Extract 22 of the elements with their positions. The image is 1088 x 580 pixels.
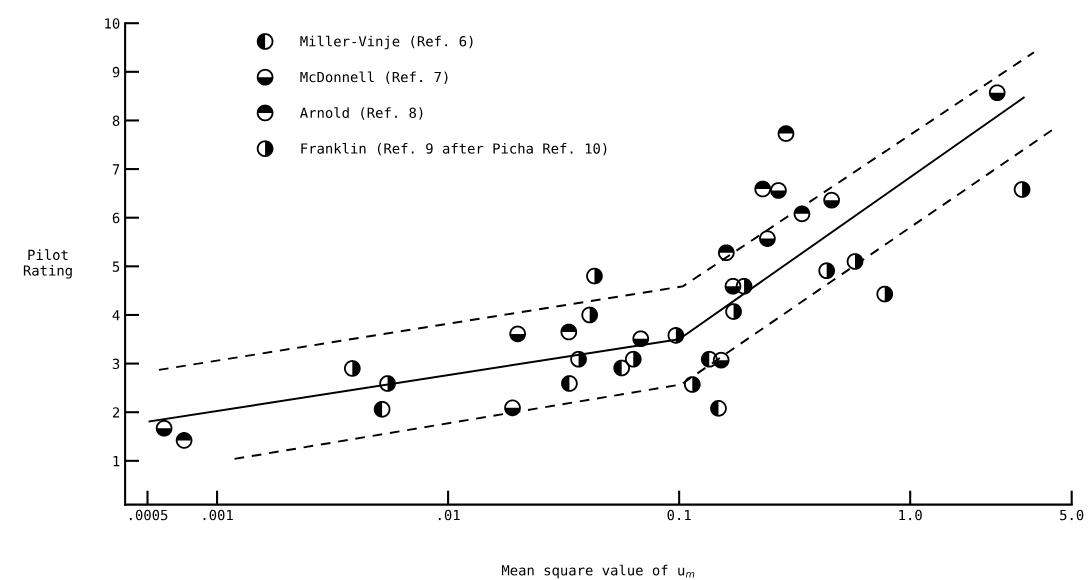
y-tick-label: 3 xyxy=(112,358,120,370)
y-axis-title: Pilot Rating xyxy=(23,249,72,279)
y-tick-label: 5 xyxy=(112,261,120,272)
y-tick-label: 10 xyxy=(105,18,120,29)
y-tick-label: 4 xyxy=(112,310,120,321)
x-tick-label: .001 xyxy=(203,509,233,521)
x-tick-label: 5.0 xyxy=(1060,509,1084,521)
y-tick-label: 2 xyxy=(112,407,120,418)
y-tick-label: 6 xyxy=(112,212,120,224)
legend-label: Miller-Vinje (Ref. 6) xyxy=(300,35,473,50)
x-tick-label: .01 xyxy=(438,509,460,521)
x-tick-label: .0005 xyxy=(129,509,168,521)
y-tick-label: 9 xyxy=(112,66,120,78)
legend-label: Franklin (Ref. 9 after Picha Ref. 10) xyxy=(301,142,607,156)
legend-label: McDonnell (Ref. 7) xyxy=(300,71,448,84)
y-tick-label: 8 xyxy=(112,115,120,126)
legend-label: Arnold (Ref. 8) xyxy=(300,107,423,120)
x-tick-label: 0.1 xyxy=(667,509,691,521)
x-tick-label: 1.0 xyxy=(899,509,922,521)
x-axis-title: Mean square value of u$_{m}$ xyxy=(501,564,695,579)
y-tick-label: 7 xyxy=(112,164,120,175)
y-tick-label: 1 xyxy=(113,456,120,467)
